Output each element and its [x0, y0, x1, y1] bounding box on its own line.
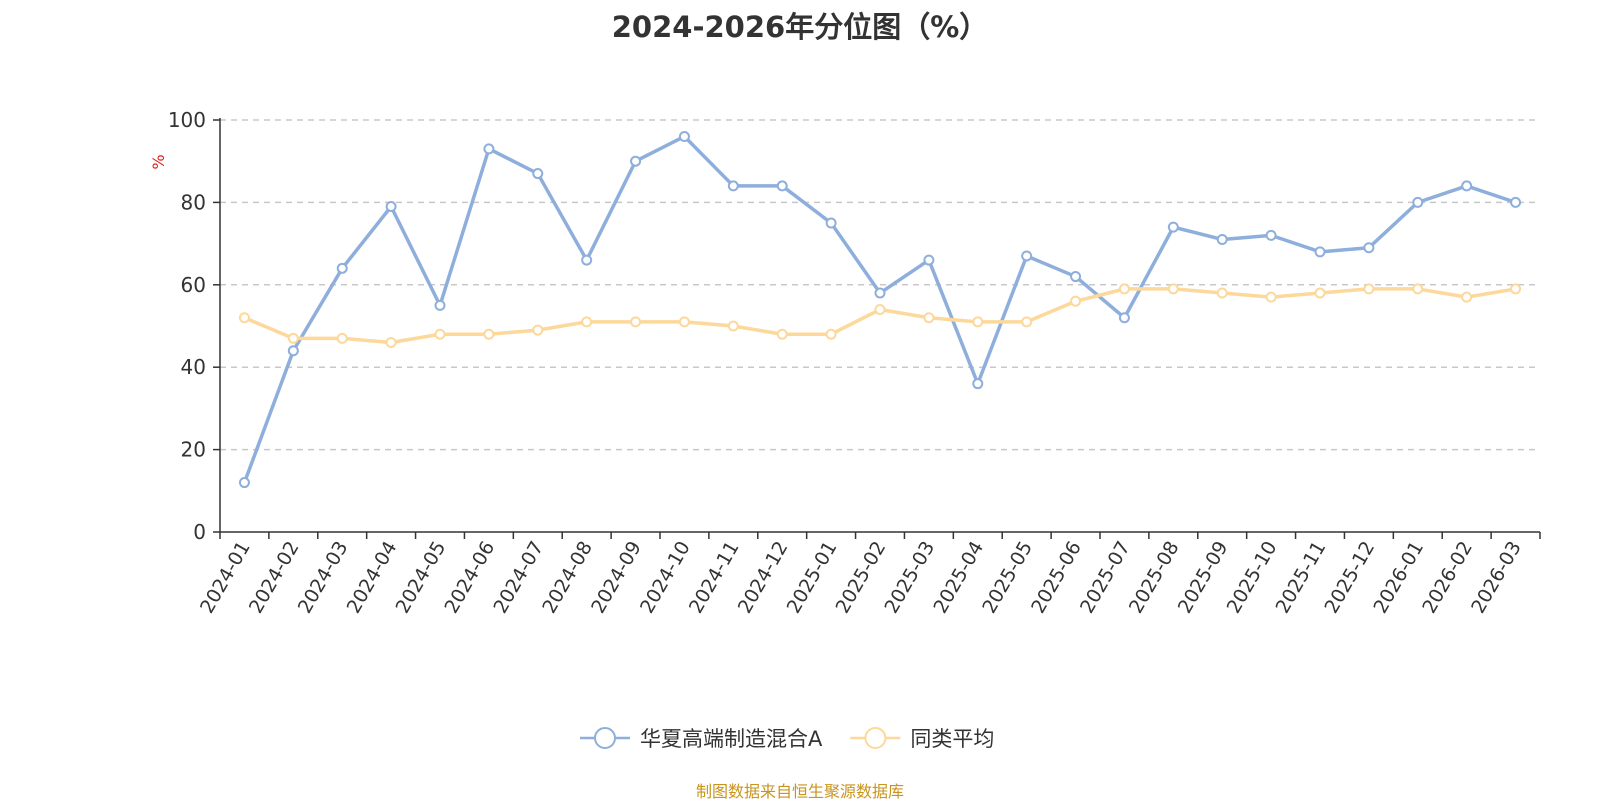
data-point — [874, 304, 886, 316]
data-point — [825, 328, 837, 340]
y-tick-label: 40 — [181, 355, 206, 379]
data-point — [336, 332, 348, 344]
legend-item: 华夏高端制造混合A — [580, 727, 823, 751]
data-point — [776, 328, 788, 340]
data-point — [1412, 196, 1424, 208]
legend-marker — [594, 727, 616, 749]
data-point — [1412, 283, 1424, 295]
y-tick-label: 100 — [168, 108, 206, 132]
data-point — [1118, 312, 1130, 324]
data-point — [678, 130, 690, 142]
legend-marker — [864, 727, 887, 749]
data-point — [1363, 242, 1375, 254]
data-point — [385, 201, 397, 213]
data-point — [923, 254, 935, 266]
data-point — [727, 320, 739, 332]
data-point — [581, 254, 593, 266]
y-tick-label: 20 — [181, 438, 206, 462]
data-point — [776, 180, 788, 192]
data-point — [1118, 283, 1130, 295]
data-point — [434, 328, 446, 340]
y-tick-label: 60 — [181, 273, 206, 297]
data-point — [630, 316, 642, 328]
data-point — [1265, 291, 1277, 303]
data-point — [532, 168, 544, 180]
data-point — [1167, 283, 1179, 295]
data-point — [1314, 246, 1326, 258]
data-point — [483, 328, 495, 340]
series-1 — [238, 130, 1522, 489]
legend-item: 同类平均 — [850, 727, 994, 751]
y-tick-label: 0 — [193, 520, 206, 544]
data-point — [532, 324, 544, 336]
legend-label: 同类平均 — [910, 727, 994, 751]
data-point — [287, 345, 299, 357]
data-point — [1070, 295, 1082, 307]
data-point — [1314, 287, 1326, 299]
data-point — [1461, 180, 1473, 192]
data-point — [287, 332, 299, 344]
data-point — [1070, 271, 1082, 283]
data-point — [483, 143, 495, 155]
chart-title: 2024-2026年分位图（%） — [611, 10, 989, 44]
series-2 — [238, 283, 1522, 348]
data-point — [434, 299, 446, 311]
data-point — [1216, 233, 1228, 245]
data-point — [1021, 250, 1033, 262]
data-point — [385, 336, 397, 348]
data-point — [581, 316, 593, 328]
data-point — [1510, 196, 1522, 208]
data-point — [1510, 283, 1522, 295]
data-point — [972, 316, 984, 328]
data-point — [1021, 316, 1033, 328]
y-axis-label: % — [149, 154, 168, 169]
data-point — [336, 262, 348, 274]
data-point — [678, 316, 690, 328]
data-point — [238, 312, 250, 324]
data-point — [727, 180, 739, 192]
data-point — [825, 217, 837, 229]
data-point — [238, 477, 250, 489]
data-point — [1461, 291, 1473, 303]
data-point — [1265, 229, 1277, 241]
data-point — [1216, 287, 1228, 299]
data-point — [874, 287, 886, 299]
data-source-note: 制图数据来自恒生聚源数据库 — [695, 782, 904, 801]
data-point — [1167, 221, 1179, 233]
data-point — [923, 312, 935, 324]
data-point — [972, 378, 984, 390]
data-point — [1363, 283, 1375, 295]
y-tick-label: 80 — [181, 190, 206, 214]
legend-label: 华夏高端制造混合A — [640, 727, 823, 751]
data-point — [630, 155, 642, 167]
